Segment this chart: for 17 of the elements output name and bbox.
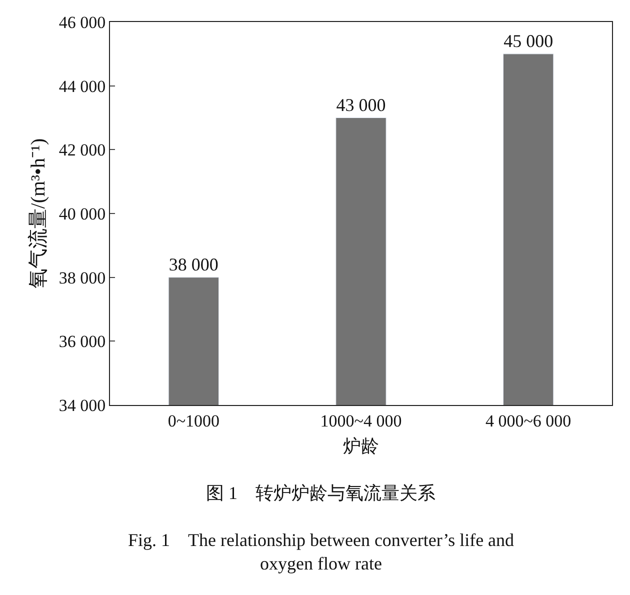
x-tick-label: 1000~4 000 xyxy=(320,411,402,430)
x-axis-title: 炉龄 xyxy=(343,436,379,456)
data-label: 43 000 xyxy=(336,94,386,115)
caption: Fig. 1 The relationship between converter’s life and oxygen flow rate xyxy=(128,530,514,574)
data-label: 45 000 xyxy=(504,30,554,51)
y-tick-label: 42 000 xyxy=(58,140,106,160)
y-tick-label: 34 000 xyxy=(58,396,106,415)
caption: 图 1 转炉炉龄与氧流量关系 xyxy=(206,483,436,503)
y-tick-label: 40 000 xyxy=(58,204,106,224)
y-tick-label: 44 000 xyxy=(58,76,106,96)
y-axis-title: 氧气流量/(m³•h⁻¹) xyxy=(27,138,50,289)
y-tick-label: 46 000 xyxy=(58,12,106,32)
x-tick-label: 4 000~6 000 xyxy=(485,411,572,430)
x-tick-label: 0~1000 xyxy=(168,411,220,430)
data-label: 38 000 xyxy=(168,254,218,274)
y-tick-label: 36 000 xyxy=(58,332,106,352)
y-tick-label: 38 000 xyxy=(58,268,106,288)
